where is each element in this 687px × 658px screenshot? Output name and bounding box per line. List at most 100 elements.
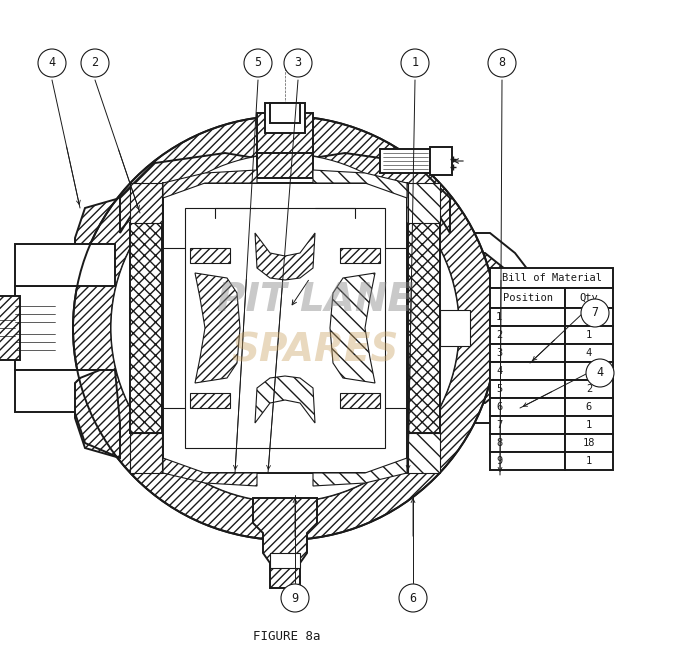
Bar xyxy=(440,310,470,346)
Bar xyxy=(490,380,565,398)
Bar xyxy=(565,308,613,326)
Text: 2: 2 xyxy=(91,57,98,70)
Circle shape xyxy=(281,584,309,612)
Bar xyxy=(408,183,440,223)
Polygon shape xyxy=(163,458,257,486)
Bar xyxy=(15,286,115,370)
Bar xyxy=(565,344,613,362)
Text: Qty: Qty xyxy=(580,293,598,303)
Text: Position: Position xyxy=(502,293,552,303)
Bar xyxy=(15,370,115,412)
Polygon shape xyxy=(340,393,380,408)
Text: SPARES: SPARES xyxy=(232,331,398,369)
Bar xyxy=(490,434,565,452)
Circle shape xyxy=(401,49,429,77)
Text: 3: 3 xyxy=(295,57,302,70)
Bar xyxy=(565,288,613,308)
Bar xyxy=(490,416,565,434)
Polygon shape xyxy=(450,233,550,423)
Text: 5: 5 xyxy=(496,384,502,394)
Bar xyxy=(565,380,613,398)
Text: 5: 5 xyxy=(254,57,262,70)
Polygon shape xyxy=(313,458,407,486)
Bar xyxy=(163,183,407,473)
Polygon shape xyxy=(313,153,450,233)
Bar xyxy=(130,433,162,473)
Polygon shape xyxy=(313,170,407,198)
Polygon shape xyxy=(407,183,440,223)
Text: 4: 4 xyxy=(586,348,592,358)
Bar xyxy=(257,153,313,178)
Bar xyxy=(565,398,613,416)
Polygon shape xyxy=(255,233,315,280)
Text: 3: 3 xyxy=(496,348,502,358)
Text: 7: 7 xyxy=(592,307,598,320)
Text: 8: 8 xyxy=(496,438,502,448)
Polygon shape xyxy=(75,198,120,458)
Bar xyxy=(565,362,613,380)
Text: FIGURE 8a: FIGURE 8a xyxy=(254,630,321,642)
Text: 8: 8 xyxy=(499,57,506,70)
Polygon shape xyxy=(255,376,315,423)
Polygon shape xyxy=(120,153,257,233)
Bar xyxy=(270,553,300,568)
Text: 1: 1 xyxy=(586,420,592,430)
Wedge shape xyxy=(73,116,497,540)
Polygon shape xyxy=(330,273,375,383)
Bar xyxy=(265,103,305,133)
Polygon shape xyxy=(253,498,317,588)
Text: 6: 6 xyxy=(586,402,592,412)
Polygon shape xyxy=(130,183,163,223)
Text: 7: 7 xyxy=(496,420,502,430)
Bar xyxy=(130,223,162,433)
Circle shape xyxy=(488,49,516,77)
Bar xyxy=(0,296,20,360)
Bar xyxy=(185,208,385,448)
Polygon shape xyxy=(190,393,230,408)
Bar xyxy=(408,433,440,473)
Circle shape xyxy=(284,49,312,77)
Polygon shape xyxy=(340,248,380,263)
Circle shape xyxy=(38,49,66,77)
Bar xyxy=(490,362,565,380)
Text: 1: 1 xyxy=(412,57,418,70)
Circle shape xyxy=(244,49,272,77)
Text: 2: 2 xyxy=(586,366,592,376)
Bar xyxy=(490,344,565,362)
Text: 6: 6 xyxy=(409,592,416,605)
Circle shape xyxy=(399,584,427,612)
Text: Bill of Material: Bill of Material xyxy=(502,273,602,283)
Bar xyxy=(430,147,452,175)
Circle shape xyxy=(111,154,459,502)
Bar xyxy=(490,268,613,288)
Polygon shape xyxy=(195,273,240,383)
Bar xyxy=(408,223,440,433)
Text: 4: 4 xyxy=(496,366,502,376)
Bar xyxy=(15,244,115,286)
Bar xyxy=(257,113,313,158)
Polygon shape xyxy=(450,233,555,423)
Text: PIT LANE: PIT LANE xyxy=(216,281,414,319)
Bar xyxy=(270,103,300,123)
Circle shape xyxy=(586,359,614,387)
Text: 2: 2 xyxy=(586,384,592,394)
Circle shape xyxy=(581,299,609,327)
Bar xyxy=(565,452,613,470)
Bar xyxy=(565,434,613,452)
Polygon shape xyxy=(75,370,120,458)
Bar xyxy=(565,416,613,434)
Text: 5: 5 xyxy=(586,312,592,322)
Bar xyxy=(130,183,162,223)
Text: 6: 6 xyxy=(496,402,502,412)
Polygon shape xyxy=(163,170,257,198)
Bar xyxy=(380,149,448,173)
Bar xyxy=(490,452,565,470)
Text: 2: 2 xyxy=(496,330,502,340)
Bar xyxy=(490,326,565,344)
Text: 18: 18 xyxy=(583,438,595,448)
Text: 1: 1 xyxy=(586,456,592,466)
Text: 4: 4 xyxy=(49,57,56,70)
Text: 4: 4 xyxy=(596,367,604,380)
Bar xyxy=(490,398,565,416)
Text: 9: 9 xyxy=(496,456,502,466)
